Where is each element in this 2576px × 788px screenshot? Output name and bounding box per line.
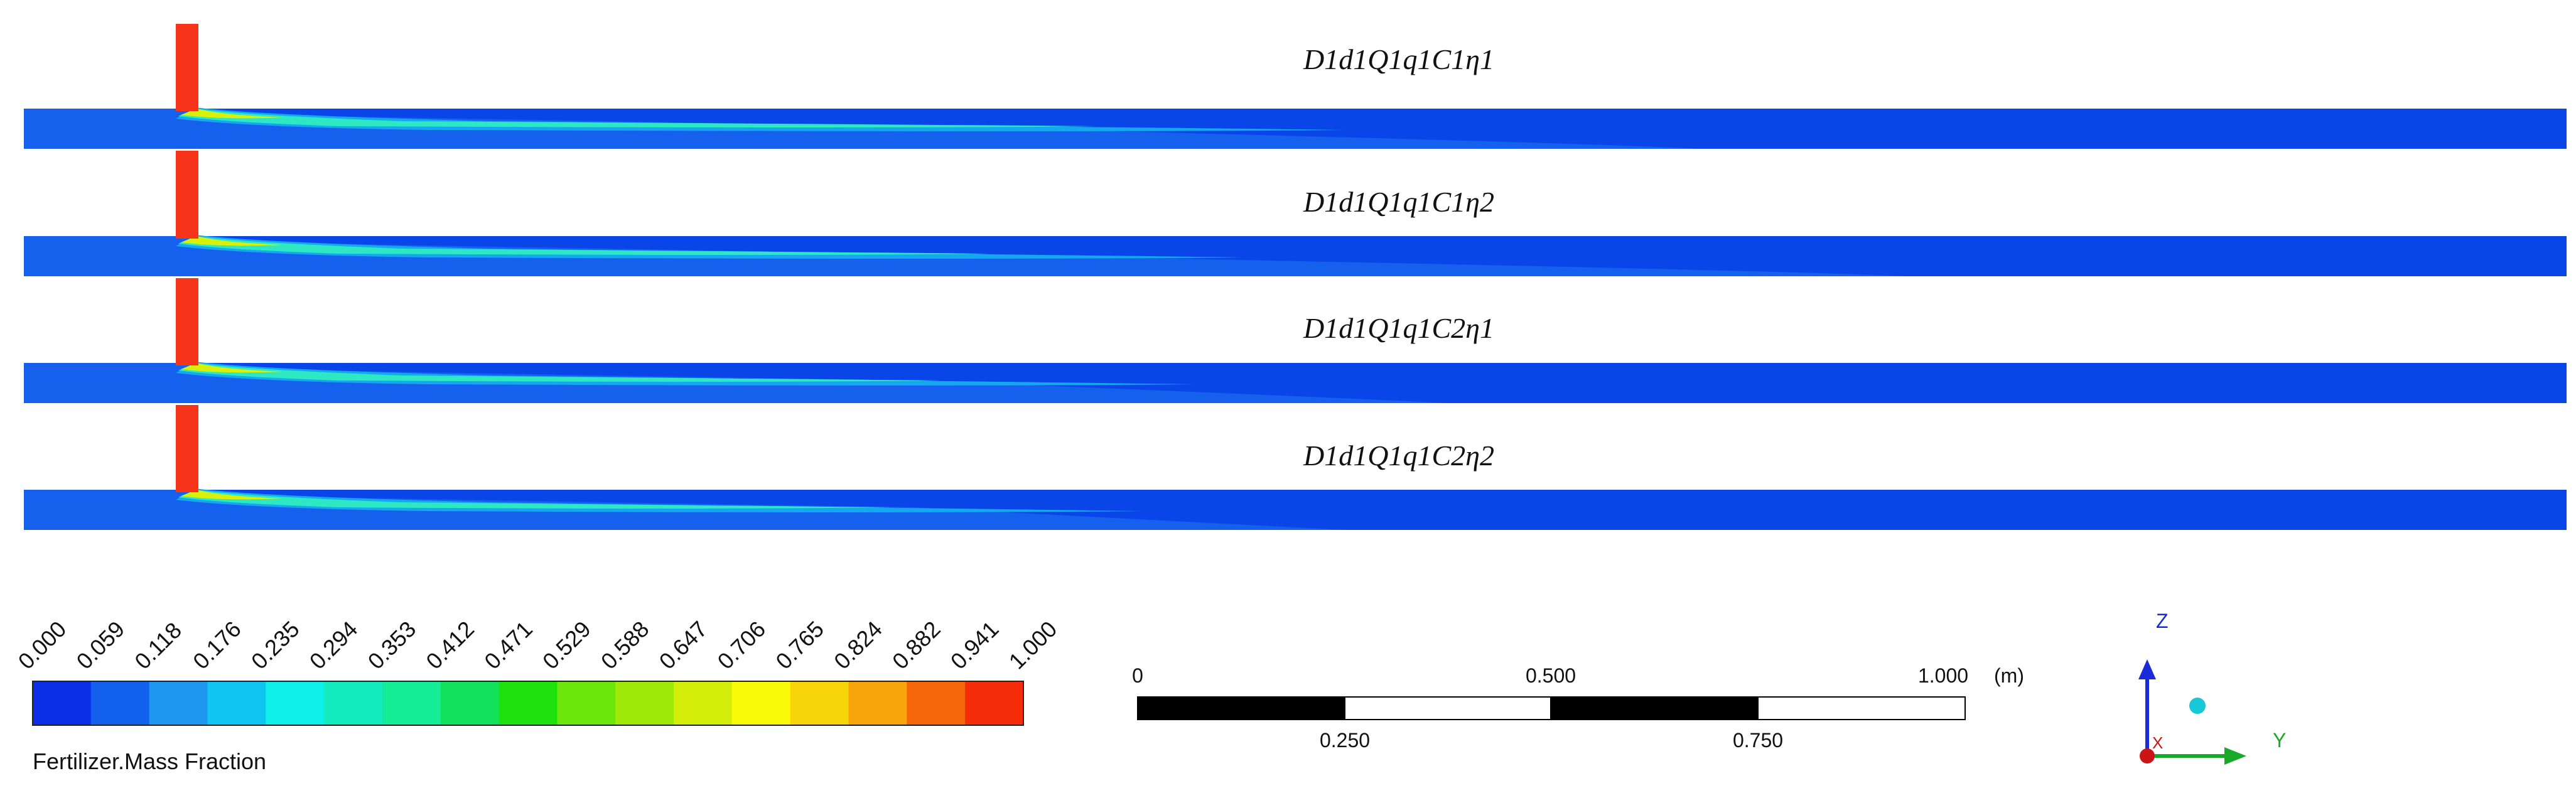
case-label: D1d1Q1q1C2η2 [1303, 440, 1494, 472]
colorbar-tick-label: 0.000 [13, 616, 72, 674]
colorbar-swatch [848, 681, 907, 725]
contour-panel-4: D1d1Q1q1C2η2 [24, 405, 2567, 530]
colorbar-swatch [266, 681, 325, 725]
contour-panel-3: D1d1Q1q1C2η1 [24, 278, 2567, 403]
scale-label-0-25: 0.250 [1320, 729, 1370, 752]
colorbar-tick-label: 0.529 [537, 616, 596, 674]
colorbar-tick-label: 0.118 [129, 617, 186, 674]
colorbar-tick-label: 0.647 [654, 616, 713, 674]
case-label: D1d1Q1q1C1η2 [1303, 186, 1494, 218]
z-axis-label: Z [2156, 610, 2169, 632]
plume-hotspot [181, 109, 283, 119]
colorbar-swatch [207, 681, 266, 725]
plume-core [178, 236, 993, 255]
colorbar-swatch [674, 681, 733, 725]
colorbar-tick-label: 0.824 [829, 616, 887, 674]
scale-seg-4 [1757, 696, 1966, 720]
colorbar-ticks: 0.000 0.059 0.118 0.176 0.235 0.294 0.353 0.412… [13, 616, 1062, 674]
colorbar-tick-label: 0.706 [713, 616, 771, 674]
colorbar-swatch [324, 681, 383, 725]
inlet-pipe [176, 24, 198, 111]
colorbar-tick-label: 0.765 [770, 616, 829, 674]
y-axis-label: Y [2273, 729, 2286, 752]
colorbar-title: Fertilizer.Mass Fraction [33, 748, 266, 774]
colorbar-swatch [731, 681, 791, 725]
colorbar-tick-label: 0.353 [363, 616, 421, 674]
colorbar-swatch [382, 681, 441, 725]
scale-seg-2 [1344, 696, 1551, 720]
scale-unit: (m) [1994, 664, 2024, 687]
plume-core [178, 363, 942, 382]
scale-label-1-0: 1.000 [1918, 664, 1968, 687]
scale-seg-3 [1551, 697, 1758, 720]
colorbar-swatch [615, 681, 674, 725]
colorbar-swatch [965, 681, 1024, 725]
colorbar-tick-label: 0.176 [188, 616, 246, 674]
plume-hotspot [181, 363, 283, 373]
colorbar-tick-label: 0.235 [246, 616, 304, 674]
colorbar-swatch [33, 681, 92, 725]
scale-label-0: 0 [1132, 664, 1143, 687]
plume-hotspot [181, 236, 283, 246]
colorbar-swatches [33, 681, 1024, 725]
colorbar-tick-label: 0.941 [946, 616, 1004, 674]
x-axis-label: X [2152, 733, 2163, 752]
axis-triad: Z Y X [2138, 610, 2286, 765]
scale-seg-1 [1138, 697, 1345, 720]
colorbar-legend: 0.000 0.059 0.118 0.176 0.235 0.294 0.353 0.412… [13, 616, 1062, 774]
case-label: D1d1Q1q1C2η1 [1303, 312, 1494, 344]
inlet-pipe [176, 405, 198, 492]
colorbar-swatch [790, 681, 849, 725]
inlet-pipe [176, 278, 198, 365]
colorbar-tick-label: 0.588 [596, 616, 654, 674]
x-axis-dot-icon [2140, 748, 2155, 764]
colorbar-tick-label: 0.882 [887, 616, 946, 674]
colorbar-tick-label: 0.294 [304, 616, 363, 674]
contour-panel-2: D1d1Q1q1C1η2 [24, 151, 2567, 276]
view-sphere-icon [2189, 698, 2206, 714]
case-label: D1d1Q1q1C1η1 [1303, 43, 1494, 75]
inlet-pipe [176, 151, 198, 239]
colorbar-swatch [149, 681, 208, 725]
colorbar-tick-label: 0.412 [421, 616, 479, 674]
scale-label-0-5: 0.500 [1526, 664, 1576, 687]
plume-hotspot [181, 490, 283, 500]
colorbar-tick-label: 0.059 [71, 616, 129, 674]
plume-core [178, 109, 1095, 127]
colorbar-tick-label: 0.471 [479, 616, 537, 674]
plume-core [178, 490, 892, 509]
scale-label-0-75: 0.750 [1733, 729, 1783, 752]
z-axis-arrow-icon [2138, 659, 2156, 679]
colorbar-swatch [440, 681, 500, 725]
contour-panels: D1d1Q1q1C1η1 D1d1Q1q1C1η2 D1d1Q1q1C2η1 D1d1… [24, 24, 2567, 530]
colorbar-swatch [90, 681, 150, 725]
length-scale-bar: 0 0.500 1.000 (m) 0.250 0.750 [1132, 664, 2024, 752]
contour-panel-1: D1d1Q1q1C1η1 [24, 24, 2567, 149]
colorbar-tick-label: 1.000 [1004, 616, 1062, 674]
colorbar-frame [32, 681, 1024, 726]
colorbar-swatch [557, 681, 616, 725]
scale-frame [1137, 696, 1966, 720]
colorbar-swatch [907, 681, 966, 725]
y-axis-arrow-icon [2224, 747, 2246, 765]
colorbar-swatch [498, 681, 558, 725]
